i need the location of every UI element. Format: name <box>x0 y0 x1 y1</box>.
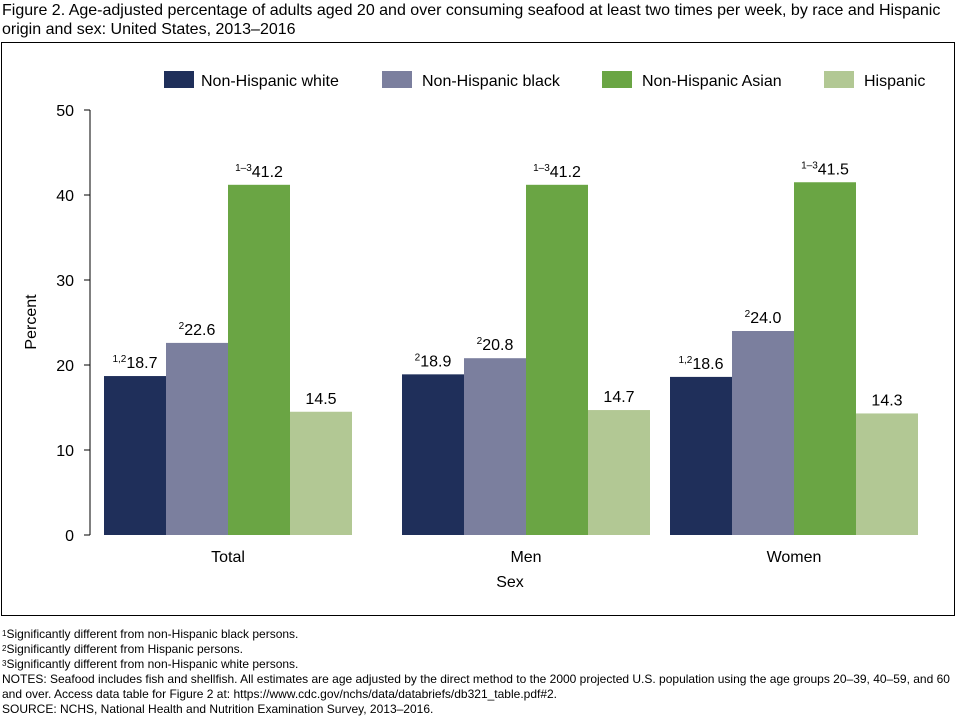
x-tick-label-total: Total <box>211 549 245 566</box>
data-label-hispanic-men: 14.7 <box>603 389 634 406</box>
data-label-hispanic-total: 14.5 <box>305 391 336 408</box>
legend-item-non-hispanic-black: Non-Hispanic black <box>382 71 561 90</box>
data-label-non-hispanic-asian-men: 1–341.2 <box>533 163 581 181</box>
y-tick-label-50: 50 <box>56 103 74 120</box>
chart-data-labels: 1,218.7 222.6 1–341.2 14.5 218.9 220.8 1–341.2… <box>112 160 902 409</box>
y-tick-label-10: 10 <box>56 443 74 460</box>
footnote-1-text: Significantly different from non-Hispani… <box>6 627 299 641</box>
legend-swatch-non-hispanic-white <box>164 71 194 88</box>
y-axis-label: Percent <box>23 294 40 350</box>
bar-non-hispanic-white-total <box>104 376 166 535</box>
legend-label-non-hispanic-white: Non-Hispanic white <box>201 73 339 90</box>
y-tick-label-30: 30 <box>56 273 74 290</box>
bar-hispanic-men <box>588 410 650 535</box>
footnote-2-marker: 2 <box>2 644 7 653</box>
chart-axes: 0 10 20 30 40 50 Total Men Women <box>56 103 821 566</box>
data-label-non-hispanic-white-women: 1,218.6 <box>678 355 723 373</box>
x-tick-label-women: Women <box>767 549 822 566</box>
chart-frame: Non-Hispanic white Non-Hispanic black Non-… <box>1 42 955 616</box>
bar-chart: Non-Hispanic white Non-Hispanic black Non-… <box>23 71 925 591</box>
footnote-1-marker: 1 <box>2 629 7 638</box>
bar-non-hispanic-black-women <box>732 331 794 535</box>
legend-label-non-hispanic-asian: Non-Hispanic Asian <box>642 73 782 90</box>
chart-bars <box>104 182 918 536</box>
y-tick-label-0: 0 <box>65 528 74 545</box>
legend-item-non-hispanic-white: Non-Hispanic white <box>164 71 339 90</box>
data-label-non-hispanic-white-total: 1,218.7 <box>112 354 157 372</box>
figure-title: Figure 2. Age-adjusted percentage of adu… <box>2 2 941 38</box>
footnote-1: 1Significantly different from non-Hispan… <box>2 627 952 642</box>
footnote-3: 3Significantly different from non-Hispan… <box>2 657 952 672</box>
footnote-3-marker: 3 <box>2 659 7 668</box>
bar-non-hispanic-black-men <box>464 358 526 535</box>
legend-label-hispanic: Hispanic <box>864 73 925 90</box>
y-tick-label-40: 40 <box>56 188 74 205</box>
data-label-non-hispanic-black-total: 222.6 <box>179 321 216 339</box>
notes-text: NOTES: Seafood includes fish and shellfi… <box>2 672 950 701</box>
bar-hispanic-total <box>290 411 352 535</box>
legend-item-hispanic: Hispanic <box>824 71 925 90</box>
source-text: SOURCE: NCHS, National Health and Nutrit… <box>2 702 434 716</box>
footnote-2: 2Significantly different from Hispanic p… <box>2 642 952 657</box>
bar-hispanic-women <box>856 413 918 535</box>
data-label-non-hispanic-white-men: 218.9 <box>415 352 452 370</box>
legend-label-non-hispanic-black: Non-Hispanic black <box>422 73 561 90</box>
data-label-non-hispanic-black-men: 220.8 <box>477 336 514 354</box>
bar-non-hispanic-asian-men <box>526 184 588 536</box>
footnotes: 1Significantly different from non-Hispan… <box>2 627 952 717</box>
legend-swatch-non-hispanic-black <box>382 71 412 88</box>
data-label-hispanic-women: 14.3 <box>871 392 902 409</box>
legend-swatch-non-hispanic-asian <box>602 71 632 88</box>
chart-legend: Non-Hispanic white Non-Hispanic black Non-… <box>164 71 925 90</box>
x-tick-label-men: Men <box>510 549 541 566</box>
x-axis-label: Sex <box>496 574 524 591</box>
bar-non-hispanic-white-men <box>402 374 464 535</box>
bar-non-hispanic-asian-women <box>794 182 856 535</box>
legend-swatch-hispanic <box>824 71 854 88</box>
data-label-non-hispanic-asian-women: 1–341.5 <box>801 160 849 178</box>
data-label-non-hispanic-asian-total: 1–341.2 <box>235 163 283 181</box>
legend-item-non-hispanic-asian: Non-Hispanic Asian <box>602 71 782 90</box>
bar-non-hispanic-black-total <box>166 342 228 535</box>
y-tick-label-20: 20 <box>56 358 74 375</box>
footnote-3-text: Significantly different from non-Hispani… <box>6 657 299 671</box>
bar-non-hispanic-asian-total <box>228 184 290 536</box>
footnote-2-text: Significantly different from Hispanic pe… <box>6 642 244 656</box>
bar-non-hispanic-white-women <box>670 376 732 535</box>
data-label-non-hispanic-black-women: 224.0 <box>745 309 782 327</box>
